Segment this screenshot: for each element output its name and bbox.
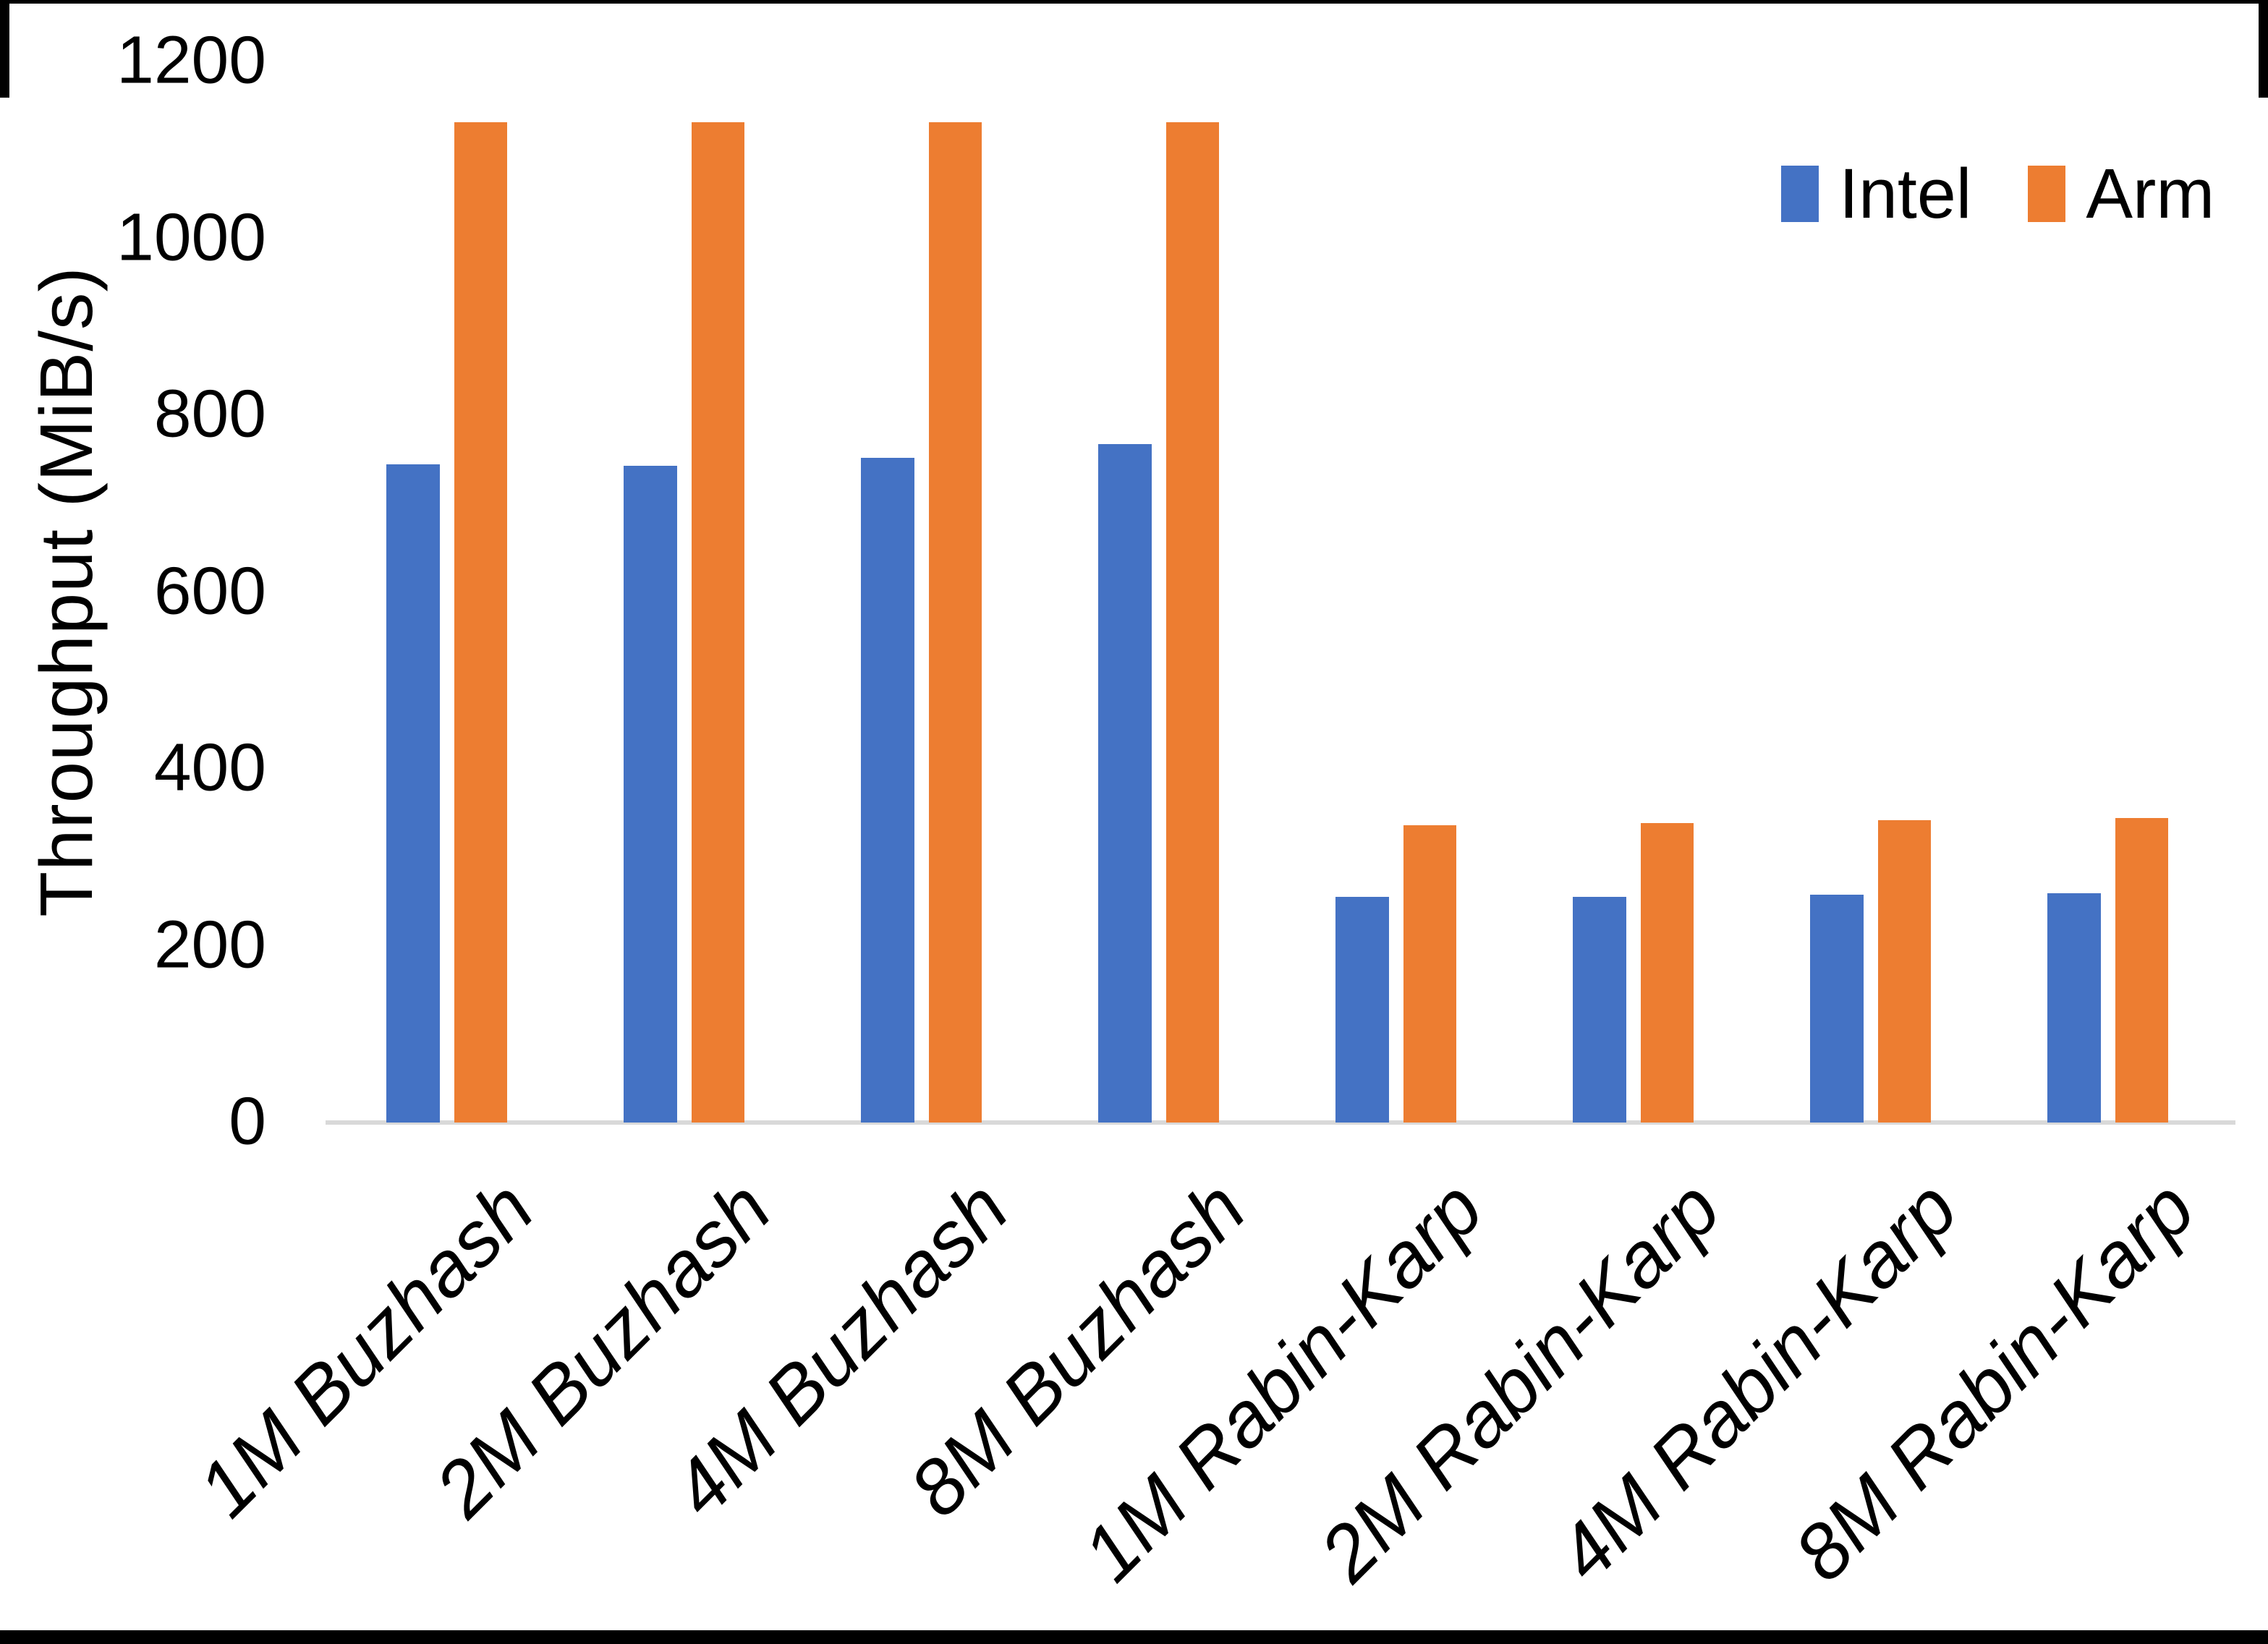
bar-arm-1m-buzhash: [454, 122, 507, 1123]
bar-arm-8m-buzhash: [1166, 122, 1219, 1123]
legend-swatch-arm: [2028, 166, 2066, 222]
y-tick-label-1200: 1200: [116, 22, 266, 98]
screenshot-right-border: [2259, 0, 2268, 98]
y-tick-label-200: 200: [153, 906, 266, 981]
legend-label-arm: Arm: [2086, 154, 2215, 233]
x-category-label-1m-buzhash: 1M Buzhash: [180, 1164, 550, 1533]
screenshot-top-border: [0, 0, 2268, 4]
bar-intel-1m-rabin-karp: [1335, 897, 1389, 1123]
screenshot-bottom-border: [0, 1630, 2268, 1644]
legend-item-intel: Intel: [1781, 153, 1971, 234]
bar-intel-4m-buzhash: [861, 457, 914, 1123]
bar-arm-2m-buzhash: [692, 122, 744, 1123]
y-tick-label-800: 800: [153, 375, 266, 451]
bar-intel-1m-buzhash: [386, 464, 440, 1123]
legend-item-arm: Arm: [2028, 153, 2214, 234]
screenshot-left-border: [0, 0, 9, 98]
y-axis-title: Throughput (MiB/s): [25, 266, 108, 917]
y-tick-label-600: 600: [153, 552, 266, 628]
legend-label-intel: Intel: [1839, 154, 1972, 233]
legend: Intel Arm: [1781, 153, 2214, 234]
y-tick-label-1000: 1000: [116, 198, 266, 274]
bar-intel-2m-buzhash: [624, 465, 677, 1123]
x-axis-baseline: [326, 1120, 2235, 1125]
legend-swatch-intel: [1781, 166, 1819, 222]
bar-arm-4m-buzhash: [929, 122, 982, 1123]
bar-intel-8m-rabin-karp: [2047, 893, 2101, 1123]
y-tick-label-400: 400: [153, 729, 266, 805]
bar-arm-4m-rabin-karp: [1878, 819, 1931, 1123]
bar-arm-1m-rabin-karp: [1403, 825, 1456, 1123]
bar-intel-4m-rabin-karp: [1810, 894, 1864, 1123]
bar-arm-8m-rabin-karp: [2115, 818, 2168, 1123]
bar-arm-2m-rabin-karp: [1641, 822, 1694, 1123]
bar-intel-8m-buzhash: [1098, 444, 1152, 1123]
bar-intel-2m-rabin-karp: [1573, 897, 1626, 1123]
y-tick-label-0: 0: [229, 1083, 266, 1159]
